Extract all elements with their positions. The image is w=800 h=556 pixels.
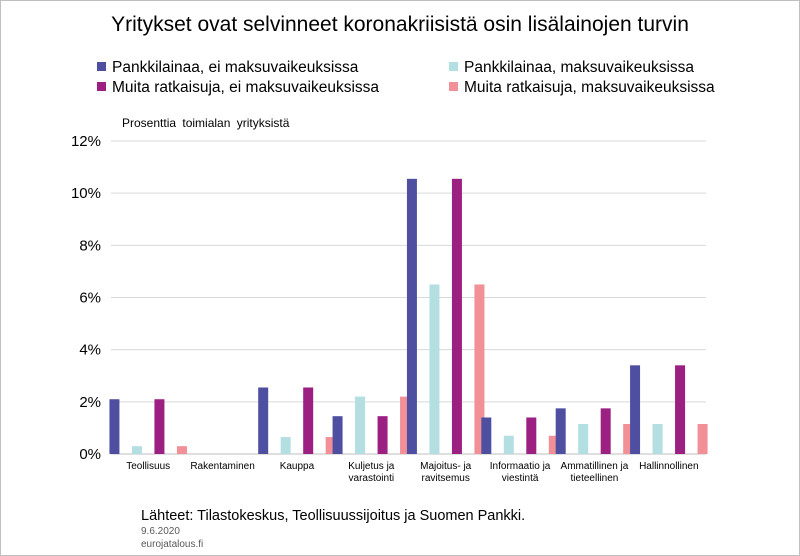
bar <box>481 417 492 454</box>
bar <box>355 396 366 454</box>
legend-swatch-series-4 <box>449 82 458 91</box>
date-note: 9.6.2020 <box>141 526 180 537</box>
x-tick-label: Majoitus- ja <box>420 461 472 472</box>
bar <box>406 178 417 454</box>
bar <box>474 284 485 454</box>
legend-item-series-2: Pankkilainaa, maksuvaikeuksissa <box>449 59 694 77</box>
bar <box>503 435 514 454</box>
legend-item-series-1: Pankkilainaa, ei maksuvaikeuksissa <box>97 59 358 77</box>
bar <box>600 408 611 454</box>
site-note: eurojatalous.fi <box>141 539 204 550</box>
x-tick-label: viestintä <box>502 473 539 484</box>
bar <box>176 446 187 454</box>
legend-label-series-1: Pankkilainaa, ei maksuvaikeuksissa <box>112 59 359 76</box>
x-tick-label: ravitsemus <box>422 473 470 484</box>
bar <box>578 424 589 454</box>
y-tick-label: 10% <box>71 185 101 202</box>
bar <box>131 446 142 454</box>
y-tick-label: 4% <box>79 342 101 359</box>
x-tick-label: Kuljetus ja <box>348 461 395 472</box>
y-tick-label: 2% <box>79 394 101 411</box>
bar <box>332 416 343 454</box>
bar <box>325 437 336 454</box>
bar <box>548 435 559 454</box>
source-note: Lähteet: Tilastokeskus, Teollisuussijoit… <box>141 508 526 524</box>
bar <box>400 396 411 454</box>
legend-label-series-2: Pankkilainaa, maksuvaikeuksissa <box>464 59 695 76</box>
x-tick-label: Teollisuus <box>126 461 170 472</box>
y-tick-label: 12% <box>71 133 101 150</box>
legend-item-series-4: Muita ratkaisuja, maksuvaikeuksissa <box>449 79 715 97</box>
bar <box>652 424 663 454</box>
bar <box>280 437 291 454</box>
bar <box>154 399 165 454</box>
bar <box>258 387 269 454</box>
y-axis-label: Prosenttia toimialan yrityksistä <box>122 116 290 130</box>
bar <box>623 424 634 454</box>
y-tick-label: 8% <box>79 237 101 254</box>
legend-swatch-series-3 <box>97 82 106 91</box>
bar <box>429 284 440 454</box>
x-tick-label: varastointi <box>349 473 395 484</box>
bar <box>377 416 388 454</box>
bar <box>451 178 462 454</box>
x-tick-label: tieteellinen <box>571 473 619 484</box>
legend-swatch-series-2 <box>449 62 458 71</box>
bar <box>555 408 566 454</box>
x-tick-label: Ammatillinen ja <box>561 461 629 472</box>
chart-title: Yritykset ovat selvinneet koronakriisist… <box>111 13 689 36</box>
bar <box>109 399 120 454</box>
bar <box>630 365 641 454</box>
x-tick-label: Rakentaminen <box>190 461 254 472</box>
bar <box>526 417 537 454</box>
y-tick-label: 0% <box>79 446 101 463</box>
legend-item-series-3: Muita ratkaisuja, ei maksuvaikeuksissa <box>97 79 379 97</box>
y-tick-label: 6% <box>79 290 101 307</box>
bar <box>697 424 708 454</box>
x-tick-label: Kauppa <box>280 461 315 472</box>
x-tick-label: Hallinnollinen <box>639 461 698 472</box>
x-tick-label: Informaatio ja <box>490 461 551 472</box>
bar <box>303 387 314 454</box>
legend-label-series-3: Muita ratkaisuja, ei maksuvaikeuksissa <box>112 79 380 96</box>
legend-label-series-4: Muita ratkaisuja, maksuvaikeuksissa <box>464 79 715 96</box>
bar <box>675 365 686 454</box>
legend-swatch-series-1 <box>97 62 106 71</box>
